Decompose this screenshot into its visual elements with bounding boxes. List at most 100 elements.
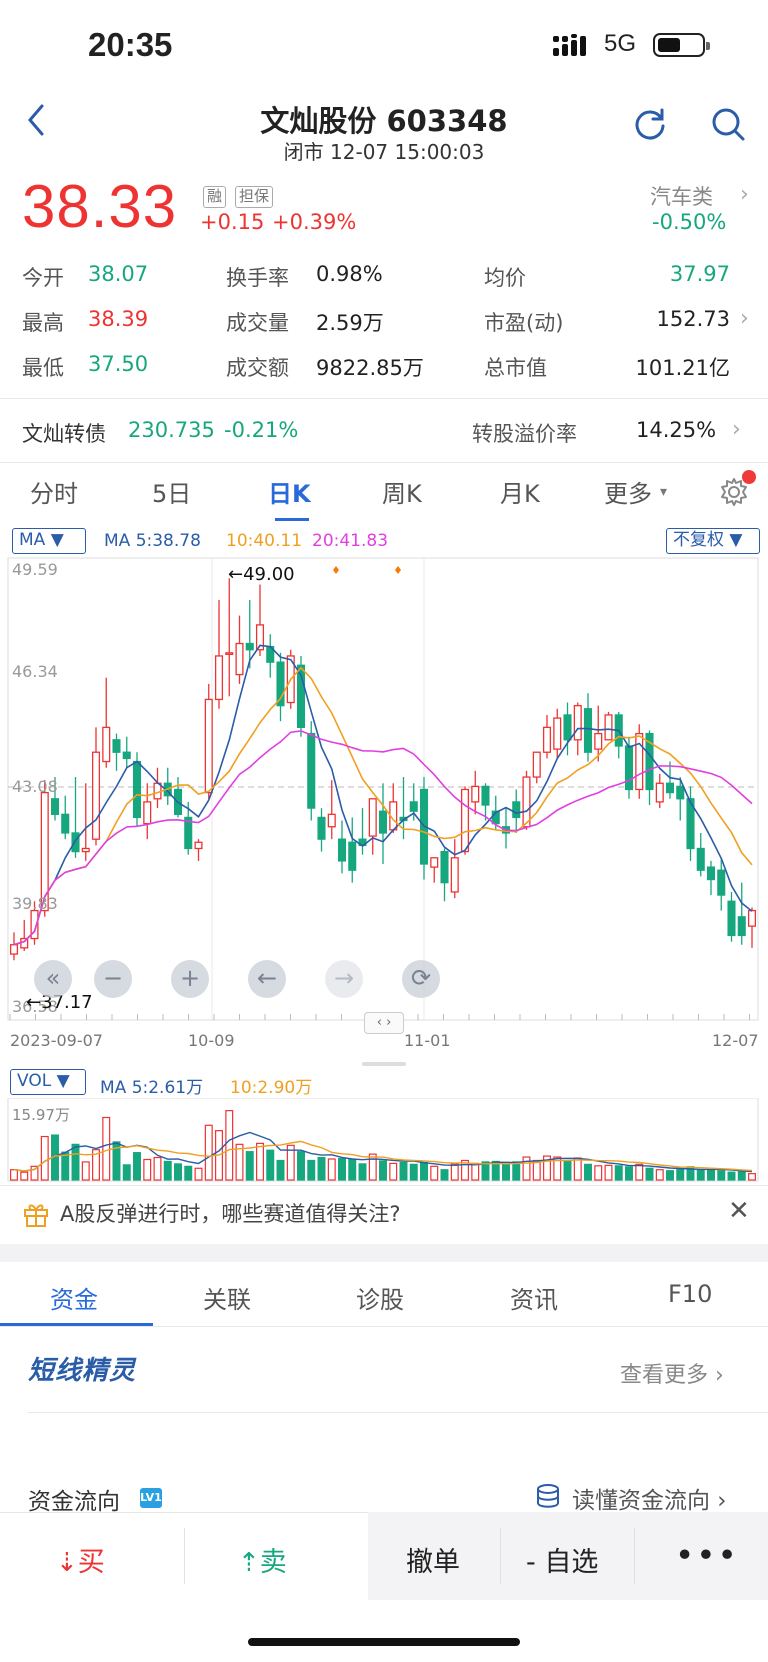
active-tab-indicator xyxy=(275,518,309,521)
candle-body xyxy=(563,714,572,741)
signal-icon xyxy=(553,34,586,56)
event-markers[interactable] xyxy=(333,566,401,574)
ma10-line xyxy=(13,666,753,946)
volume-bar xyxy=(594,1165,603,1181)
subtab-funds[interactable]: 资金 xyxy=(50,1286,98,1314)
notice-text[interactable]: A股反弹进行时，哪些赛道值得关注? xyxy=(60,1202,401,1226)
volume-bar xyxy=(461,1159,469,1181)
vol-select[interactable]: VOL ▼ xyxy=(10,1069,86,1095)
candlestick-chart[interactable] xyxy=(0,556,768,1036)
adjust-select[interactable]: 不复权 ▼ xyxy=(666,528,760,554)
candle-body xyxy=(245,642,254,651)
splitter-handle[interactable] xyxy=(362,1062,406,1066)
zoom-in-button[interactable]: + xyxy=(171,960,209,998)
move-left-button[interactable]: ← xyxy=(248,960,286,998)
candle-body xyxy=(276,661,285,707)
candle-body xyxy=(583,708,593,753)
divider xyxy=(634,1528,635,1584)
stat-mktcap-value: 101.21亿 xyxy=(635,356,730,380)
candle-body xyxy=(409,801,418,812)
volume-bar xyxy=(174,1163,182,1181)
ma20-value: 20:41.83 xyxy=(312,531,389,551)
tab-more[interactable]: 更多 xyxy=(604,480,652,508)
search-icon[interactable] xyxy=(708,104,748,144)
volume-bar xyxy=(297,1151,305,1181)
rotate-button[interactable]: ⟳ xyxy=(402,960,440,998)
low-marker: ←37.17 xyxy=(26,992,93,1013)
more-icon[interactable]: ••• xyxy=(676,1540,740,1571)
tab-daily-k[interactable]: 日K xyxy=(268,480,311,508)
volume-chart[interactable] xyxy=(0,1098,768,1184)
section-gap xyxy=(0,1244,768,1262)
candle-body xyxy=(112,739,121,753)
candle-body xyxy=(706,866,716,881)
volume-bar xyxy=(491,1160,500,1181)
refresh-icon[interactable] xyxy=(630,104,670,144)
subtab-f10[interactable]: F10 xyxy=(668,1280,713,1308)
trade-bar-right xyxy=(368,1512,768,1600)
candle-body xyxy=(727,900,736,937)
move-right-button[interactable]: → xyxy=(325,960,363,998)
sector-name[interactable]: 汽车类 xyxy=(650,185,713,209)
volume-bar xyxy=(748,1173,756,1181)
tab-intraday[interactable]: 分时 xyxy=(30,480,78,508)
sector-change[interactable]: -0.50% xyxy=(652,210,727,234)
stat-pe-value[interactable]: 152.73 xyxy=(656,307,730,331)
candle-body xyxy=(235,642,244,676)
volume-bar xyxy=(553,1156,562,1181)
bond-label[interactable]: 文灿转债 xyxy=(22,422,106,446)
volume-bar xyxy=(256,1142,264,1181)
subtab-diagnosis[interactable]: 诊股 xyxy=(356,1286,404,1314)
volume-bar xyxy=(717,1170,726,1181)
volume-bar xyxy=(327,1158,336,1181)
subtab-related[interactable]: 关联 xyxy=(203,1286,251,1314)
stat-open-value: 38.07 xyxy=(88,262,149,286)
tab-monthly-k[interactable]: 月K xyxy=(500,480,540,508)
candle-body xyxy=(296,664,306,729)
volume-bar xyxy=(737,1170,746,1181)
fund-flow-link[interactable]: 读懂资金流向 › xyxy=(572,1488,727,1514)
volume-bar xyxy=(604,1164,613,1181)
chevron-right-icon[interactable]: › xyxy=(732,417,741,442)
stat-pe-label[interactable]: 市盈(动) xyxy=(484,311,564,335)
bond-change[interactable]: -0.21% xyxy=(224,418,299,442)
volume-bar xyxy=(696,1169,705,1181)
chevron-right-icon[interactable]: › xyxy=(740,182,749,207)
watchlist-button[interactable]: - 自选 xyxy=(526,1547,599,1578)
ma20-line xyxy=(13,730,753,946)
level-badge: LV1 xyxy=(140,1488,162,1508)
volume-bar xyxy=(707,1169,715,1181)
candle-body xyxy=(204,698,213,794)
scroll-start-button[interactable]: « xyxy=(34,960,72,998)
volume-bar xyxy=(81,1161,90,1181)
buy-button[interactable]: ⇣买 xyxy=(56,1547,105,1578)
status-time: 20:35 xyxy=(88,26,173,63)
cancel-order-button[interactable]: 撤单 xyxy=(406,1547,460,1578)
view-more-link[interactable]: 查看更多 › xyxy=(620,1363,724,1388)
volume-bar xyxy=(92,1149,100,1181)
candle-body xyxy=(430,857,439,868)
ma5-value: MA 5:38.78 xyxy=(104,531,201,551)
ma-select[interactable]: MA ▼ xyxy=(12,528,86,554)
volume-bar xyxy=(645,1167,654,1181)
caret-down-icon[interactable]: ▾ xyxy=(660,484,668,500)
candle-body xyxy=(481,785,490,806)
price-change: +0.15 xyxy=(200,210,265,234)
close-icon[interactable]: ✕ xyxy=(728,1196,750,1226)
price-change-pct: +0.39% xyxy=(272,210,357,234)
chevron-right-icon[interactable]: › xyxy=(740,306,749,331)
sell-button[interactable]: ⇡卖 xyxy=(238,1547,287,1578)
zoom-out-button[interactable]: − xyxy=(94,960,132,998)
y-axis-label: 43.08 xyxy=(12,777,58,796)
volume-bar xyxy=(368,1153,377,1181)
market-status: 闭市 12-07 15:00:03 xyxy=(283,140,485,164)
back-icon[interactable] xyxy=(22,100,52,140)
volume-bar xyxy=(153,1156,162,1181)
subtab-news[interactable]: 资讯 xyxy=(510,1286,558,1314)
tab-weekly-k[interactable]: 周K xyxy=(382,480,422,508)
tab-5day[interactable]: 5日 xyxy=(152,480,192,508)
bond-value[interactable]: 230.735 xyxy=(128,418,215,442)
coins-icon[interactable] xyxy=(534,1482,562,1510)
drag-handle[interactable]: ‹ › xyxy=(364,1012,404,1034)
settings-icon[interactable] xyxy=(718,476,750,508)
